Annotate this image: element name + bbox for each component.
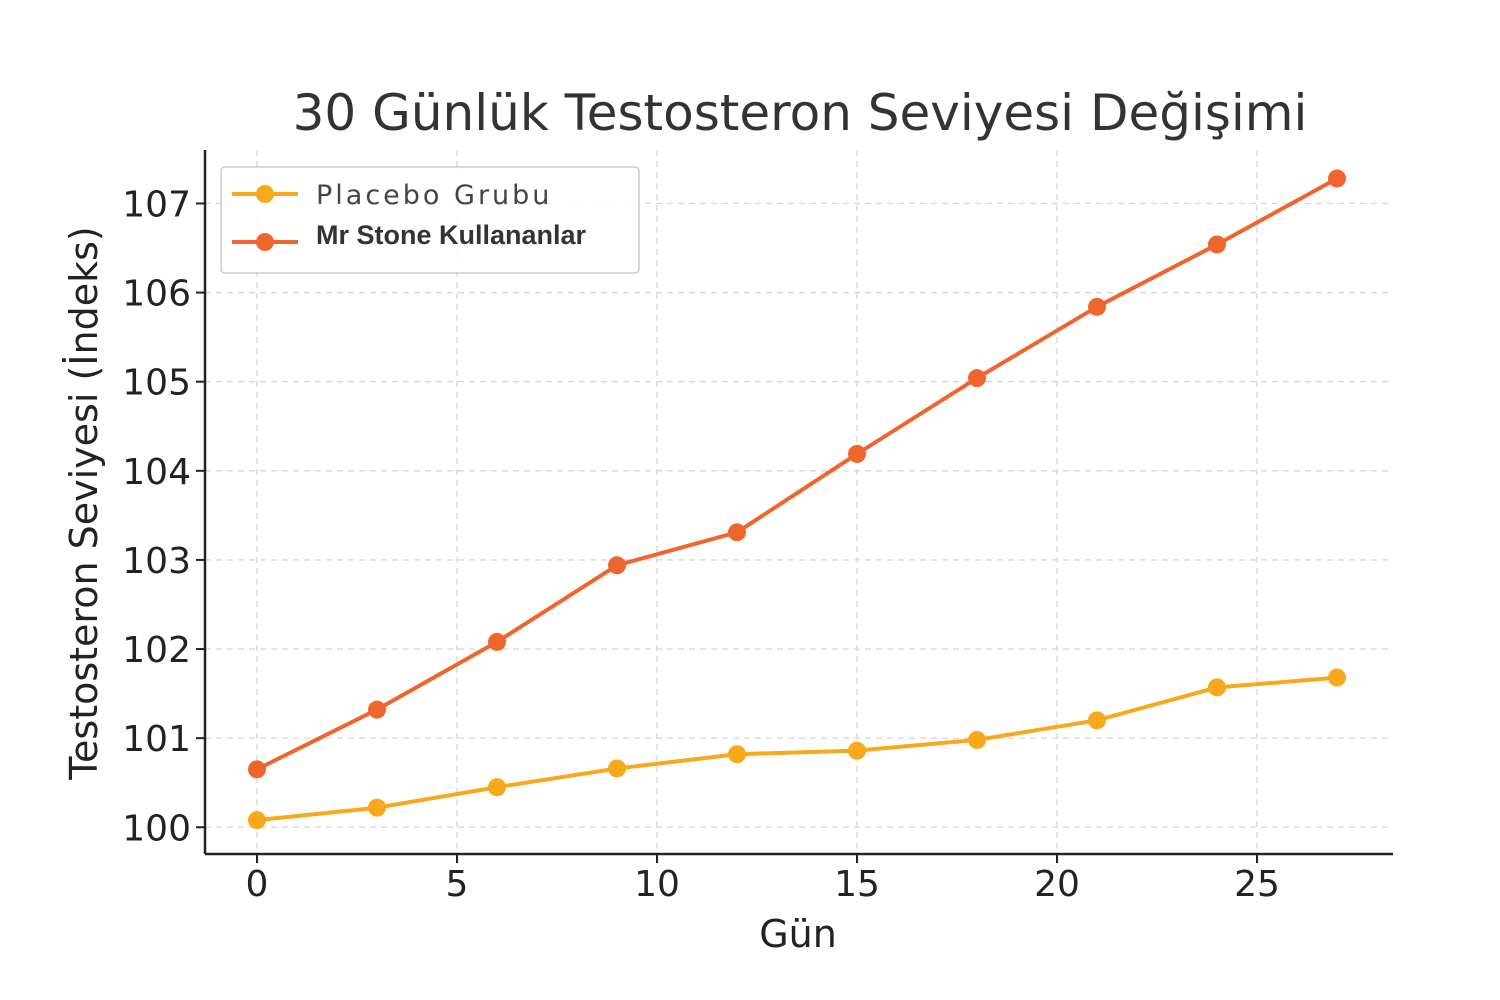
data-point-placebo [1208, 678, 1226, 697]
legend-frame [220, 166, 640, 274]
data-point-mr-stone [368, 700, 386, 719]
data-point-mr-stone [1088, 297, 1106, 316]
data-point-mr-stone [1328, 169, 1346, 188]
data-point-placebo [608, 759, 626, 778]
y-tick-label: 106 [122, 274, 191, 315]
data-point-mr-stone [728, 523, 746, 542]
data-point-mr-stone [848, 444, 866, 463]
data-point-placebo [1088, 711, 1106, 730]
x-tick-label: 5 [446, 864, 469, 905]
legend-marker-mr-stone [256, 233, 274, 251]
data-point-mr-stone [968, 369, 986, 388]
data-point-placebo [488, 778, 506, 797]
x-tick-label: 0 [246, 864, 269, 905]
y-tick-label: 103 [122, 541, 191, 582]
tick-labels: 0 5 10 15 20 25 100 101 102 103 104 105 106 107 [122, 184, 1280, 905]
legend: Placebo Grubu Mr Stone Kullananlar [220, 166, 640, 274]
y-tick-label: 105 [122, 363, 191, 404]
data-point-placebo [248, 811, 266, 830]
x-axis-label: Gün [759, 912, 837, 956]
x-tick-label: 10 [634, 864, 680, 905]
y-tick-label: 104 [122, 452, 191, 493]
data-point-placebo [1328, 668, 1346, 687]
series-line-placebo [256, 675, 1338, 823]
y-axis-label: Testosteron Seviyesi (İndeks) [62, 226, 106, 780]
series-line-mr-stone [256, 176, 1338, 772]
x-tick-label: 20 [1034, 864, 1080, 905]
x-tick-label: 25 [1234, 864, 1280, 905]
legend-label-placebo: Placebo Grubu [316, 180, 552, 211]
data-point-placebo [728, 745, 746, 764]
x-tick-label: 15 [834, 864, 880, 905]
data-point-placebo [368, 798, 386, 817]
data-point-mr-stone [1208, 235, 1226, 254]
legend-marker-placebo [256, 185, 274, 203]
y-tick-label: 100 [122, 808, 191, 849]
axes [196, 150, 1393, 863]
y-tick-label: 107 [122, 184, 191, 225]
legend-label-mr-stone: Mr Stone Kullananlar [316, 220, 587, 250]
data-point-placebo [968, 730, 986, 749]
y-tick-label: 102 [122, 630, 191, 671]
data-point-mr-stone [488, 632, 506, 651]
data-point-placebo [848, 741, 866, 760]
data-point-mr-stone [608, 556, 626, 575]
y-tick-label: 101 [122, 719, 191, 760]
chart-title: 30 Günlük Testosteron Seviyesi Değişimi [293, 84, 1308, 142]
data-point-mr-stone [248, 760, 266, 779]
series [248, 169, 1346, 830]
